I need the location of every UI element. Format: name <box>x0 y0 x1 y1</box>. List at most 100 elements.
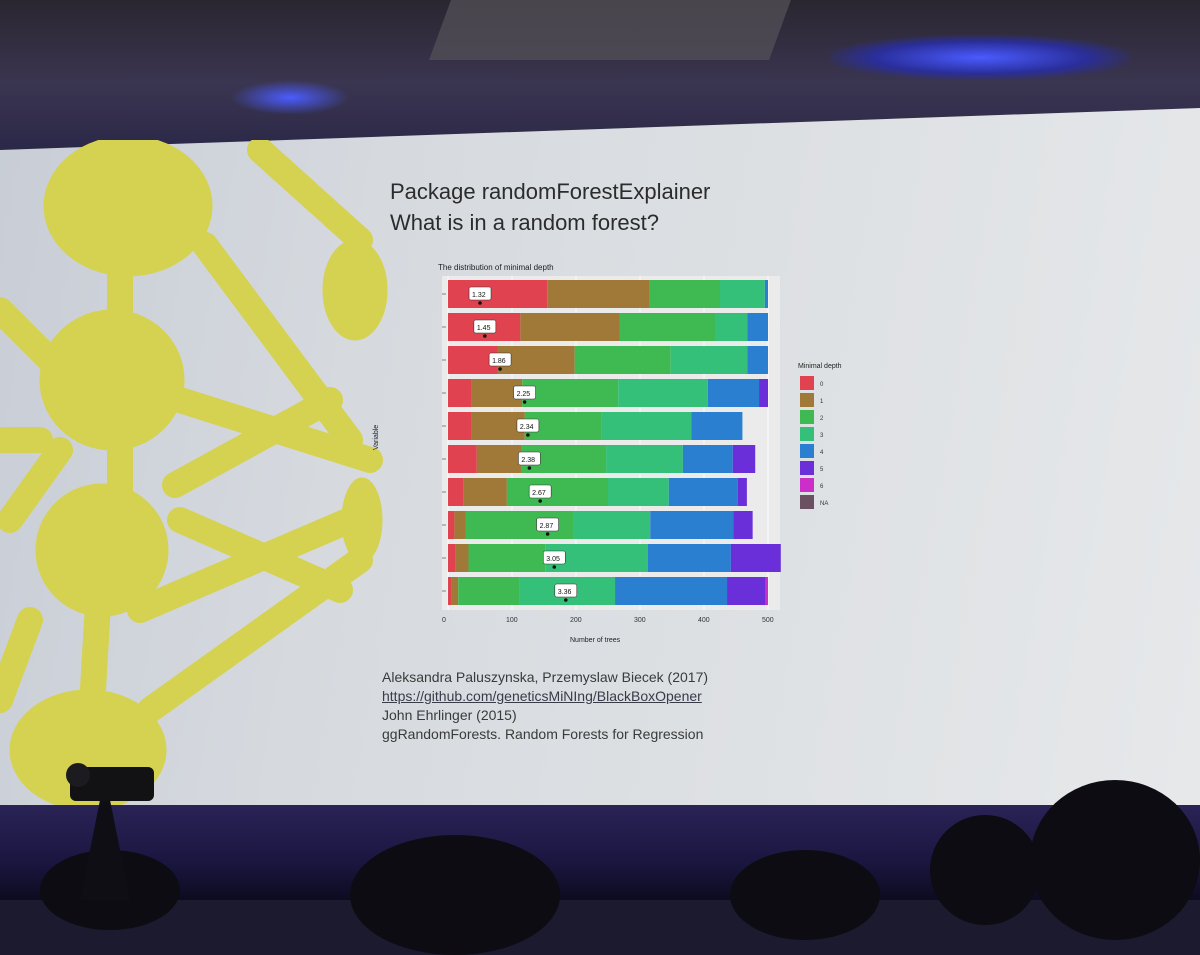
mean-label: 3.36 <box>558 589 572 596</box>
audience-head <box>350 835 560 955</box>
bars-group: 1.32 1.45 1.86 2.25 2.34 2.38 2.67 2.87 3.05 3.36 <box>447 276 781 610</box>
bar-segment <box>650 511 734 539</box>
bar-segment <box>649 280 720 308</box>
legend-swatch <box>800 393 814 407</box>
bar-segment <box>608 478 669 506</box>
mean-label-box <box>518 451 541 466</box>
bar-segment <box>615 577 728 605</box>
mean-label: 3.05 <box>546 556 560 563</box>
legend-swatch <box>800 495 814 509</box>
mean-point <box>552 565 557 569</box>
legend-label: NA <box>820 501 828 507</box>
bar-segment <box>506 478 608 506</box>
x-tick-label: 400 <box>698 617 710 624</box>
mean-label: 1.86 <box>492 358 506 365</box>
bar-segment <box>458 577 520 605</box>
mean-label: 2.25 <box>517 391 531 398</box>
legend-label: 4 <box>820 450 824 456</box>
bar-segment <box>606 445 683 473</box>
mean-label: 2.38 <box>521 457 535 464</box>
bar-segment <box>574 346 671 374</box>
bar-segment <box>764 280 768 308</box>
mean-label-box <box>536 517 559 532</box>
bar-segment <box>730 544 781 572</box>
bar-segment <box>619 313 716 341</box>
bar-segment <box>601 412 692 440</box>
legend-swatch <box>800 376 814 390</box>
bar-segment <box>733 511 753 539</box>
bar-segment <box>448 577 452 605</box>
mean-label-box <box>488 352 512 367</box>
slide-title-line2: What is in a random forest? <box>390 210 660 235</box>
bar-segment <box>448 478 464 506</box>
mean-label-box <box>542 550 566 565</box>
reference-link[interactable]: https://github.com/geneticsMiNIng/BlackB… <box>382 688 702 704</box>
bar-segment <box>573 511 651 539</box>
audience-head <box>1030 780 1200 940</box>
bar-segment <box>759 379 768 407</box>
chart-title: The distribution of minimal depth <box>438 263 554 272</box>
mean-point <box>538 499 542 503</box>
x-axis-label: Number of trees <box>570 637 621 644</box>
minimal-depth-chart: The distribution of minimal depth 1.321.… <box>373 263 842 644</box>
bar-segment <box>668 478 738 506</box>
bar-segment <box>471 412 525 440</box>
bar-segment <box>747 346 768 374</box>
bar-segment <box>448 511 455 539</box>
legend: Minimal depth 0 1 2 3 4 5 6 NA <box>798 363 842 509</box>
mean-label: 2.67 <box>532 490 546 497</box>
x-tick-label: 300 <box>634 617 646 624</box>
mean-label-box <box>516 418 540 433</box>
mean-label-box <box>468 286 492 301</box>
mean-label: 2.87 <box>540 523 554 530</box>
legend-title: Minimal depth <box>798 363 842 370</box>
mean-label-box <box>513 385 536 400</box>
x-tick-label: 200 <box>570 617 582 624</box>
bar-segment <box>522 379 619 407</box>
mean-point <box>545 532 550 536</box>
legend-swatch <box>800 461 814 475</box>
mean-point <box>526 433 530 437</box>
bar-segment <box>520 313 620 341</box>
mean-label: 1.45 <box>477 325 491 332</box>
x-tick-label: 500 <box>762 617 774 624</box>
legend-swatch <box>800 427 814 441</box>
references: Aleksandra Paluszynska, Przemyslaw Biece… <box>382 668 708 744</box>
bar-segment <box>448 412 472 440</box>
legend-label: 3 <box>820 433 824 439</box>
mean-point <box>483 334 487 338</box>
slide-title: Package randomForestExplainer What is in… <box>390 176 710 238</box>
bar-segment <box>691 412 743 440</box>
mean-point <box>522 400 527 404</box>
y-axis-label: Variable <box>373 425 380 450</box>
bar-segment <box>737 478 747 506</box>
legend-label: 2 <box>820 416 824 422</box>
mean-point <box>564 598 568 602</box>
bar-segment <box>618 379 708 407</box>
bar-segment <box>707 379 760 407</box>
bar-segment <box>727 577 766 605</box>
legend-label: 6 <box>820 484 824 490</box>
x-tick-label: 100 <box>506 617 518 624</box>
reference-title: ggRandomForests. Random Forests for Regr… <box>382 726 704 742</box>
mean-point <box>498 367 502 371</box>
x-tick-label: 0 <box>442 617 446 624</box>
camera-lens <box>66 763 90 787</box>
mean-label-box <box>528 484 552 499</box>
reference-authors: Aleksandra Paluszynska, Przemyslaw Biece… <box>382 669 709 685</box>
bar-segment <box>732 445 756 473</box>
bar-segment <box>670 346 748 374</box>
bar-segment <box>747 313 768 341</box>
atom-graphic <box>0 140 388 810</box>
legend-label: 0 <box>820 382 824 388</box>
audience-head <box>930 815 1040 925</box>
bar-segment <box>455 544 469 572</box>
bar-segment <box>448 280 548 308</box>
bar-segment <box>647 544 731 572</box>
bar-segment <box>468 544 546 572</box>
legend-label: 5 <box>820 467 824 473</box>
bar-segment <box>451 577 459 605</box>
bar-segment <box>715 313 748 341</box>
legend-swatch <box>800 410 814 424</box>
audience-head <box>730 850 880 940</box>
